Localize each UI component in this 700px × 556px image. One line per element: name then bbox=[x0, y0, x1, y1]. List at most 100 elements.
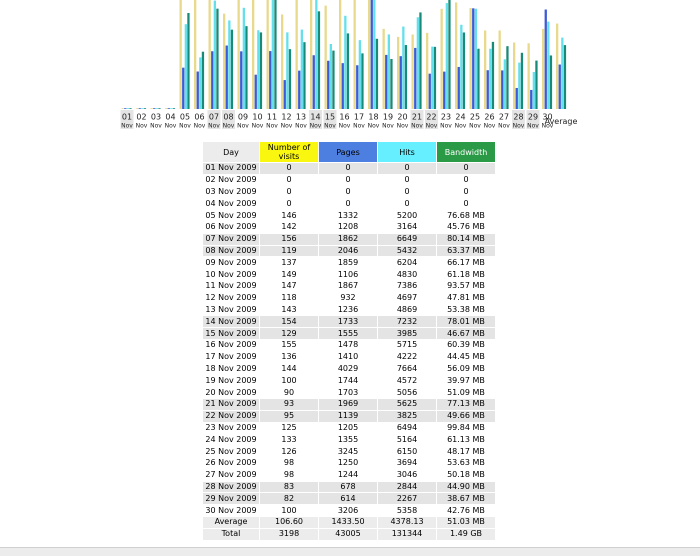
cell-hits: 5358 bbox=[378, 505, 436, 516]
bar-hits-01 bbox=[126, 108, 129, 109]
bar-visits-15 bbox=[324, 5, 327, 110]
cell-visits: 133 bbox=[260, 434, 318, 446]
bar-bandwidth-19 bbox=[390, 58, 393, 109]
cell-visits: 154 bbox=[260, 316, 318, 328]
cell-pages: 2046 bbox=[319, 245, 377, 257]
x-tick-day: 07 bbox=[209, 113, 219, 122]
cell-bandwidth: 51.09 MB bbox=[437, 387, 495, 398]
x-tick-day: 30 bbox=[542, 113, 552, 122]
bar-visits-25 bbox=[469, 8, 472, 109]
cell-bandwidth: 0 bbox=[437, 163, 495, 174]
total-label: Total bbox=[203, 528, 259, 540]
bar-visits-14 bbox=[310, 0, 313, 110]
cell-hits: 5200 bbox=[378, 210, 436, 221]
cell-day: 15 Nov 2009 bbox=[203, 328, 259, 339]
bar-bandwidth-21 bbox=[419, 12, 422, 109]
table-row: 05 Nov 2009 146 1332 5200 76.68 MB bbox=[203, 210, 495, 221]
cell-bandwidth: 38.67 MB bbox=[437, 493, 495, 505]
cell-bandwidth: 0 bbox=[437, 186, 495, 198]
bar-bandwidth-05 bbox=[187, 13, 190, 109]
table-row: 26 Nov 2009 98 1250 3694 53.63 MB bbox=[203, 457, 495, 469]
bar-bandwidth-15 bbox=[332, 50, 335, 109]
cell-pages: 1733 bbox=[319, 316, 377, 328]
weekend-label-bg bbox=[323, 110, 337, 129]
cell-day: 02 Nov 2009 bbox=[203, 174, 259, 186]
x-tick-month: Nov bbox=[411, 123, 423, 130]
x-tick-day: 26 bbox=[484, 113, 494, 122]
bar-hits-13 bbox=[300, 29, 303, 110]
cell-bandwidth: 77.13 MB bbox=[437, 398, 495, 410]
bar-visits-02 bbox=[136, 108, 139, 109]
bar-hits-08 bbox=[228, 20, 231, 109]
weekend-label-bg bbox=[120, 110, 134, 129]
x-tick-day: 01 bbox=[122, 113, 132, 122]
cell-pages: 1744 bbox=[319, 375, 377, 387]
bar-hits-29 bbox=[532, 72, 535, 109]
cell-day: 28 Nov 2009 bbox=[203, 481, 259, 493]
bar-bandwidth-03 bbox=[158, 108, 161, 109]
bar-hits-03 bbox=[155, 108, 158, 109]
x-tick-month: Nov bbox=[295, 123, 307, 130]
cell-pages: 1205 bbox=[319, 422, 377, 434]
bar-visits-13 bbox=[295, 0, 298, 110]
bar-hits-19 bbox=[387, 34, 390, 109]
cell-bandwidth: 76.68 MB bbox=[437, 210, 495, 221]
x-tick-month: Nov bbox=[527, 123, 539, 130]
table-row: 21 Nov 2009 93 1969 5625 77.13 MB bbox=[203, 398, 495, 410]
cell-pages: 0 bbox=[319, 186, 377, 198]
cell-bandwidth: 48.17 MB bbox=[437, 446, 495, 457]
bar-visits-17 bbox=[353, 0, 356, 110]
bar-bandwidth-12 bbox=[288, 49, 292, 109]
table-row: 01 Nov 2009 0 0 0 0 bbox=[203, 163, 495, 174]
cell-hits: 4222 bbox=[378, 351, 436, 363]
x-tick-day: 19 bbox=[383, 113, 393, 122]
cell-hits: 0 bbox=[378, 174, 436, 186]
weekend-label-bg bbox=[526, 110, 540, 129]
average-bandwidth: 51.03 MB bbox=[437, 516, 495, 528]
cell-day: 21 Nov 2009 bbox=[203, 398, 259, 410]
x-tick-day: 25 bbox=[470, 113, 480, 122]
cell-visits: 90 bbox=[260, 387, 318, 398]
bar-bandwidth-27 bbox=[506, 46, 509, 109]
bar-bandwidth-06 bbox=[201, 51, 205, 109]
cell-day: 06 Nov 2009 bbox=[203, 221, 259, 233]
weekend-label-bg bbox=[512, 110, 525, 129]
x-tick-day: 10 bbox=[252, 113, 262, 122]
bar-pages-26 bbox=[486, 70, 489, 109]
bar-pages-25 bbox=[472, 8, 475, 109]
cell-hits: 0 bbox=[378, 163, 436, 174]
bar-pages-07 bbox=[211, 51, 214, 109]
bar-bandwidth-11 bbox=[274, 0, 277, 110]
total-bandwidth: 1.49 GB bbox=[437, 528, 495, 540]
total-pages: 43005 bbox=[319, 528, 377, 540]
cell-day: 09 Nov 2009 bbox=[203, 257, 259, 269]
weekend-label-bg bbox=[410, 110, 424, 129]
cell-pages: 3206 bbox=[319, 505, 377, 516]
cell-hits: 5625 bbox=[378, 398, 436, 410]
x-tick-day: 09 bbox=[238, 113, 248, 122]
x-tick-month: Nov bbox=[281, 123, 293, 130]
header-visits: Number of visits bbox=[260, 142, 318, 162]
bar-pages-29 bbox=[530, 89, 533, 109]
x-tick-day: 27 bbox=[499, 113, 509, 122]
bar-visits-16 bbox=[339, 0, 342, 109]
bar-hits-20 bbox=[402, 26, 405, 109]
bar-bandwidth-18 bbox=[375, 38, 379, 109]
bar-hits-07 bbox=[213, 0, 216, 109]
header-bandwidth: Bandwidth bbox=[437, 142, 495, 162]
cell-hits: 2844 bbox=[378, 481, 436, 493]
bar-pages-01 bbox=[124, 108, 127, 109]
cell-day: 12 Nov 2009 bbox=[203, 292, 259, 304]
bar-bandwidth-23 bbox=[448, 0, 451, 109]
cell-bandwidth: 66.17 MB bbox=[437, 257, 495, 269]
cell-bandwidth: 0 bbox=[437, 198, 495, 210]
cell-pages: 1208 bbox=[319, 221, 377, 233]
x-tick-month: Nov bbox=[194, 123, 206, 130]
average-label: Average bbox=[203, 516, 259, 528]
cell-bandwidth: 0 bbox=[437, 174, 495, 186]
cell-pages: 1106 bbox=[319, 269, 377, 280]
cell-day: 10 Nov 2009 bbox=[203, 269, 259, 280]
cell-pages: 678 bbox=[319, 481, 377, 493]
x-tick-month: Nov bbox=[208, 123, 220, 130]
x-tick-month: Nov bbox=[324, 123, 336, 130]
